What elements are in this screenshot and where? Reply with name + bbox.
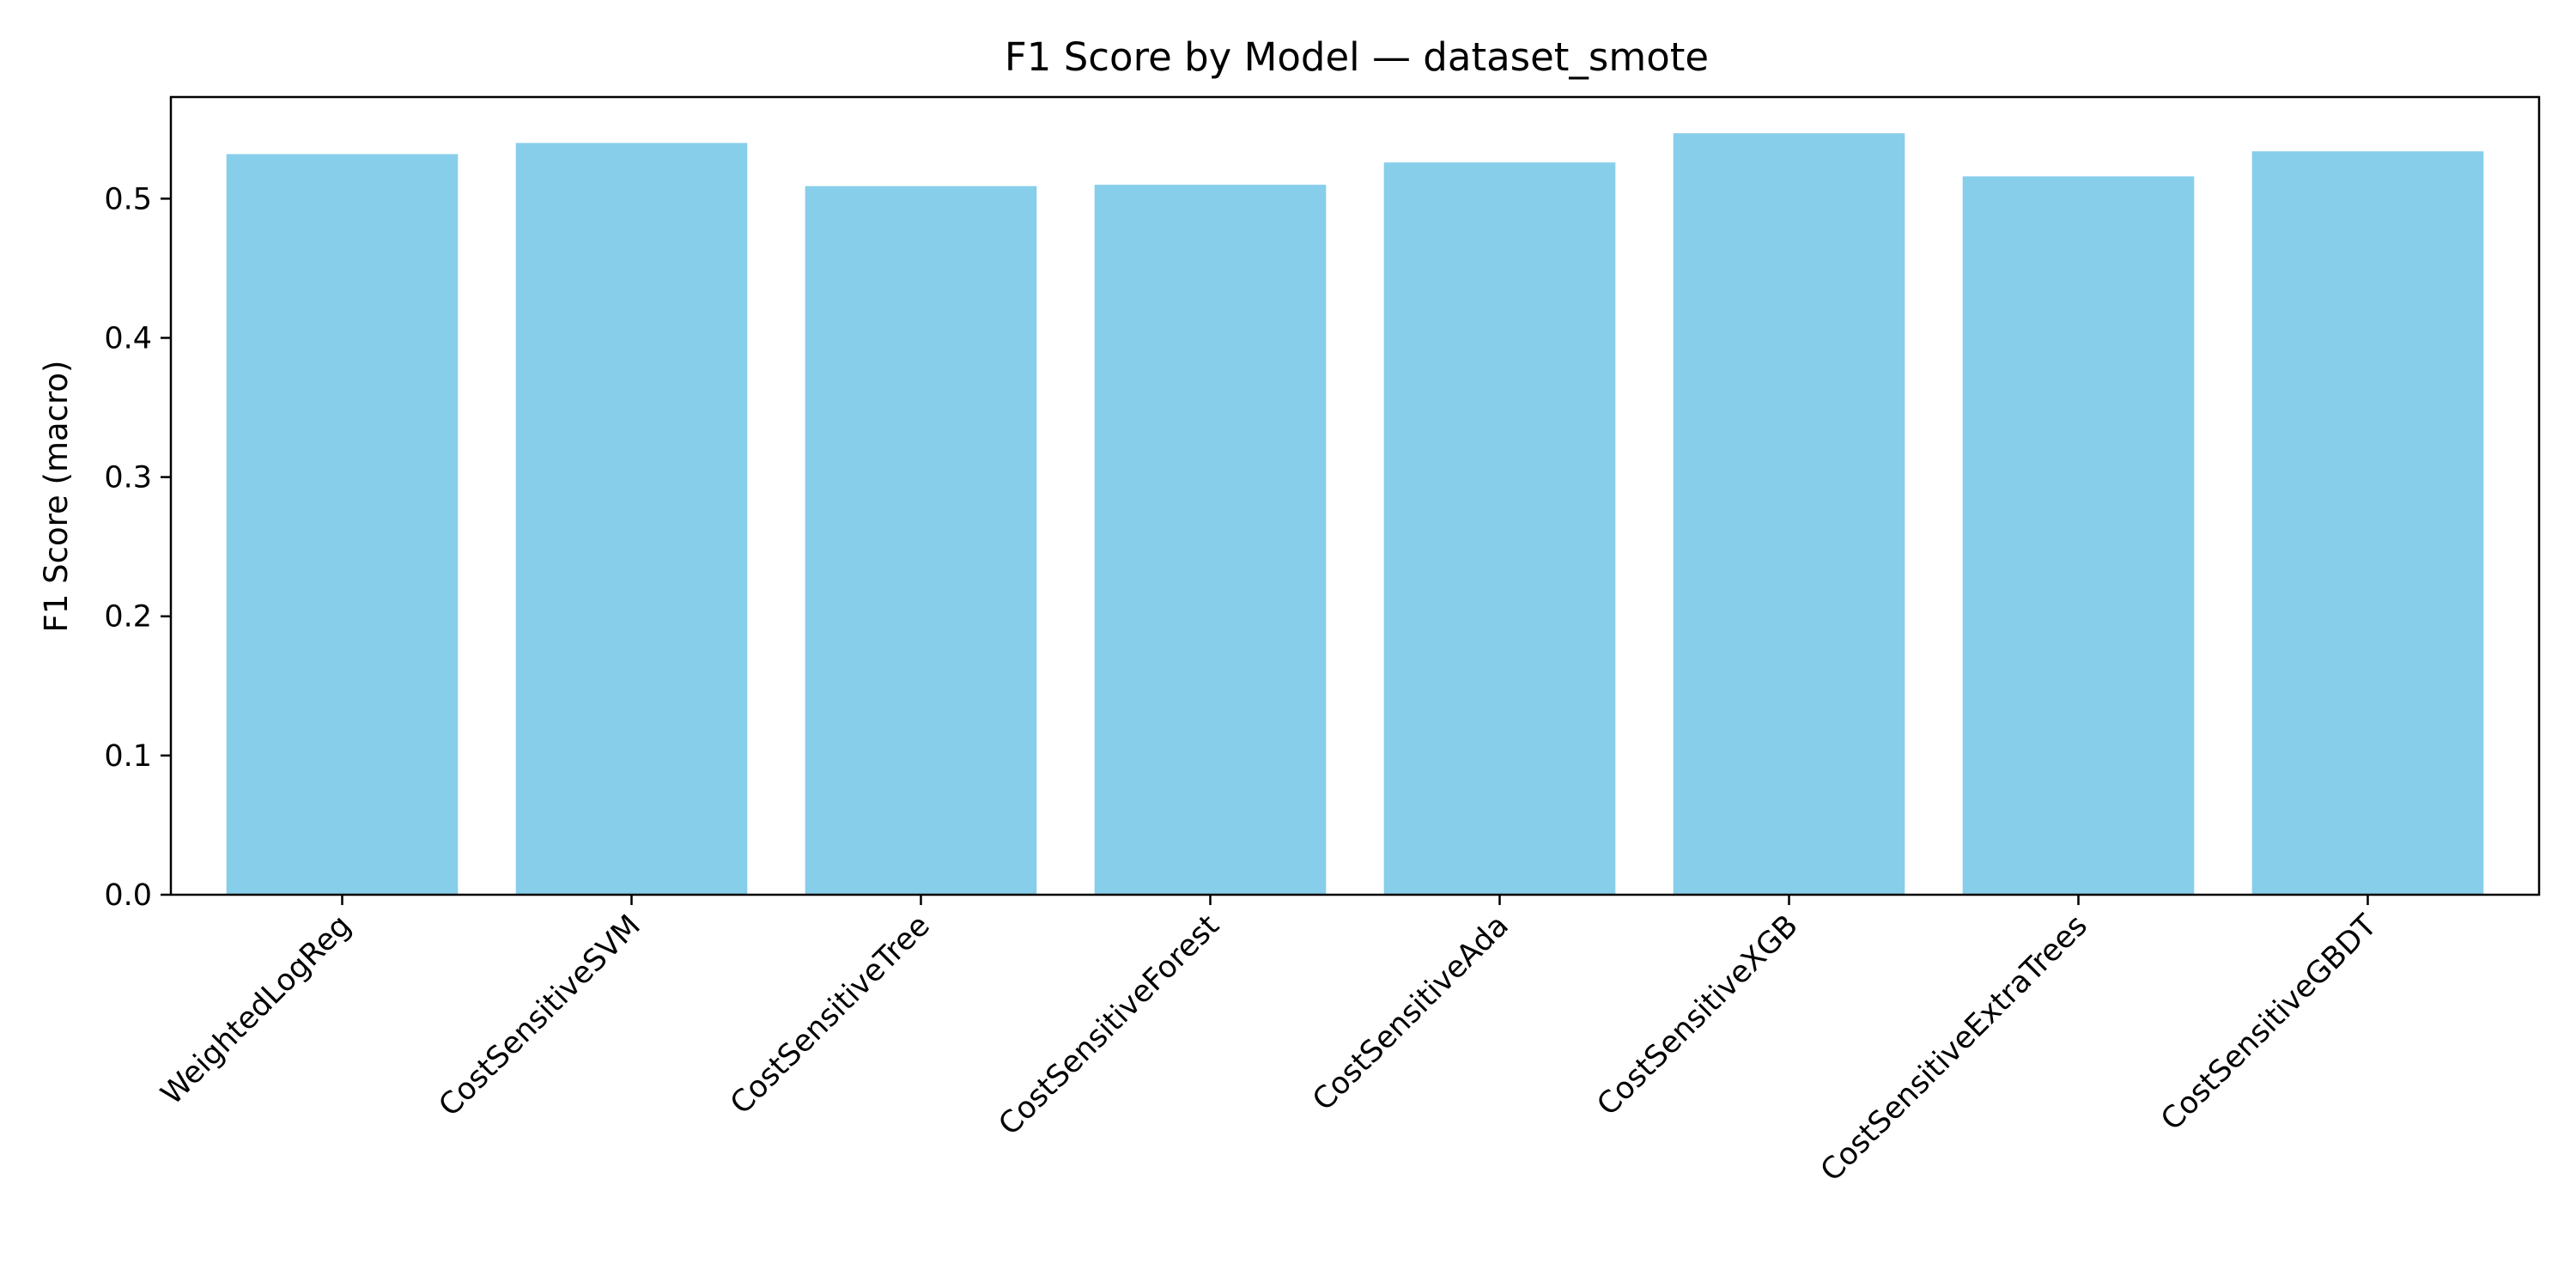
y-axis: 0.0 0.1 0.2 0.3 0.4 0.5 [104, 182, 171, 913]
bars-group [226, 133, 2484, 896]
y-tick-label: 0.5 [104, 182, 152, 216]
bar-CostSensitiveForest [1094, 185, 1327, 895]
bar-CostSensitiveAda [1383, 162, 1616, 896]
y-axis-label: F1 Score (macro) [38, 361, 75, 633]
bar-WeightedLogReg [226, 154, 459, 895]
y-tick-label: 0.1 [104, 739, 152, 774]
y-tick-label: 0.2 [104, 600, 152, 635]
bar-CostSensitiveXGB [1673, 133, 1905, 896]
bar-CostSensitiveExtraTrees [1962, 176, 2195, 895]
bar-CostSensitiveGBDT [2251, 151, 2484, 896]
y-tick-label: 0.0 [104, 878, 152, 913]
bar-CostSensitiveTree [805, 185, 1037, 896]
bar-CostSensitiveSVM [515, 143, 748, 895]
y-tick-label: 0.4 [104, 321, 152, 355]
chart-title: F1 Score by Model — dataset_smote [1005, 34, 1709, 80]
plot-frame [169, 95, 2541, 896]
y-tick-label: 0.3 [104, 461, 152, 495]
